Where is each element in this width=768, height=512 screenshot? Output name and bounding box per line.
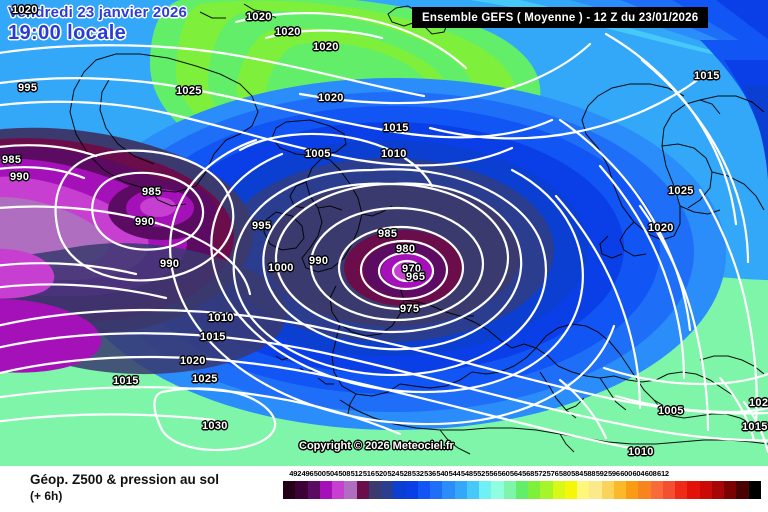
copyright-text: Copyright © 2026 Meteociel.fr xyxy=(299,440,454,452)
color-scale-tick: 564 xyxy=(509,469,522,478)
color-swatch xyxy=(491,481,504,499)
valid-hour-text: 19:00 locale xyxy=(8,22,127,44)
color-swatch xyxy=(540,481,553,499)
color-swatch xyxy=(577,481,590,499)
model-run-bar: Ensemble GEFS ( Moyenne ) - 12 Z du 23/0… xyxy=(412,7,709,28)
color-scale-tick: 560 xyxy=(497,469,510,478)
color-swatch xyxy=(356,481,369,499)
color-scale-tick: 552 xyxy=(473,469,486,478)
color-swatch xyxy=(699,481,712,499)
color-swatch xyxy=(601,481,614,499)
color-scale-tick: 608 xyxy=(644,469,657,478)
color-swatch xyxy=(711,481,724,499)
color-scale-tick: 612 xyxy=(656,469,669,478)
legend-title-main: Géop. Z500 & pression au sol xyxy=(30,472,220,487)
model-run-text: Ensemble GEFS ( Moyenne ) - 12 Z du 23/0… xyxy=(422,11,699,24)
color-scale-tick: 496 xyxy=(301,469,314,478)
color-scale-tick: 520 xyxy=(375,469,388,478)
color-swatch xyxy=(650,481,663,499)
color-swatch xyxy=(393,481,406,499)
color-swatch xyxy=(381,481,394,499)
color-swatch xyxy=(283,481,296,499)
color-swatch xyxy=(417,481,430,499)
color-scale-bar xyxy=(283,481,761,499)
color-scale-tick: 584 xyxy=(571,469,584,478)
color-swatch xyxy=(307,481,320,499)
color-swatch xyxy=(368,481,381,499)
color-swatch xyxy=(552,481,565,499)
color-swatch xyxy=(528,481,541,499)
color-swatch xyxy=(405,481,418,499)
color-swatch xyxy=(332,481,345,499)
color-scale-tick: 556 xyxy=(485,469,498,478)
color-swatch xyxy=(454,481,467,499)
weather-map[interactable]: Vendredi 23 janvier 2026 19:00 locale En… xyxy=(0,0,768,466)
color-scale-tick: 572 xyxy=(534,469,547,478)
color-scale-tick: 580 xyxy=(558,469,571,478)
color-scale-tick: 548 xyxy=(460,469,473,478)
color-swatch xyxy=(724,481,737,499)
color-scale-tick: 532 xyxy=(411,469,424,478)
color-swatch xyxy=(479,481,492,499)
color-scale-tick: 524 xyxy=(387,469,400,478)
color-scale-tick: 596 xyxy=(607,469,620,478)
color-scale-tick: 516 xyxy=(362,469,375,478)
color-swatch xyxy=(466,481,479,499)
color-scale-tick: 528 xyxy=(399,469,412,478)
color-scale-tick: 568 xyxy=(522,469,535,478)
color-swatch xyxy=(319,481,332,499)
color-scale-tick: 588 xyxy=(583,469,596,478)
legend-title: Géop. Z500 & pression au sol (+ 6h) xyxy=(30,472,219,504)
color-swatch xyxy=(564,481,577,499)
color-swatch xyxy=(344,481,357,499)
color-swatch xyxy=(736,481,749,499)
valid-time-block: Vendredi 23 janvier 2026 19:00 locale xyxy=(8,4,187,45)
color-scale-tick: 604 xyxy=(632,469,645,478)
color-scale-tick: 536 xyxy=(424,469,437,478)
footer-legend: Géop. Z500 & pression au sol (+ 6h) 492 4… xyxy=(0,466,768,512)
color-scale-ticks: 492 496 500 504 508 512 516 520 524 528 532 536 540 5… xyxy=(283,469,761,481)
color-scale-tick: 508 xyxy=(338,469,351,478)
color-swatch xyxy=(626,481,639,499)
color-swatch xyxy=(687,481,700,499)
color-scale-tick: 492 xyxy=(289,469,302,478)
color-scale-tick: 504 xyxy=(326,469,338,478)
color-swatch xyxy=(430,481,443,499)
color-swatch xyxy=(589,481,602,499)
color-swatch xyxy=(662,481,675,499)
color-swatch xyxy=(503,481,516,499)
color-scale-tick: 512 xyxy=(350,469,363,478)
valid-date-text: Vendredi 23 janvier 2026 xyxy=(8,4,188,21)
color-scale-tick: 544 xyxy=(448,469,461,478)
legend-title-sub: (+ 6h) xyxy=(30,489,63,503)
map-canvas xyxy=(0,0,768,466)
color-scale: 492 496 500 504 508 512 516 520 524 528 532 536 540 5… xyxy=(283,469,761,499)
color-swatch xyxy=(675,481,688,499)
color-swatch xyxy=(442,481,455,499)
color-scale-tick: 540 xyxy=(436,469,449,478)
color-scale-tick: 592 xyxy=(595,469,608,478)
color-swatch xyxy=(295,481,308,499)
color-scale-tick: 500 xyxy=(313,469,326,478)
color-swatch xyxy=(613,481,626,499)
color-scale-tick: 600 xyxy=(620,469,633,478)
color-scale-tick: 576 xyxy=(546,469,559,478)
color-swatch xyxy=(638,481,651,499)
color-swatch xyxy=(515,481,528,499)
color-swatch xyxy=(748,481,761,499)
